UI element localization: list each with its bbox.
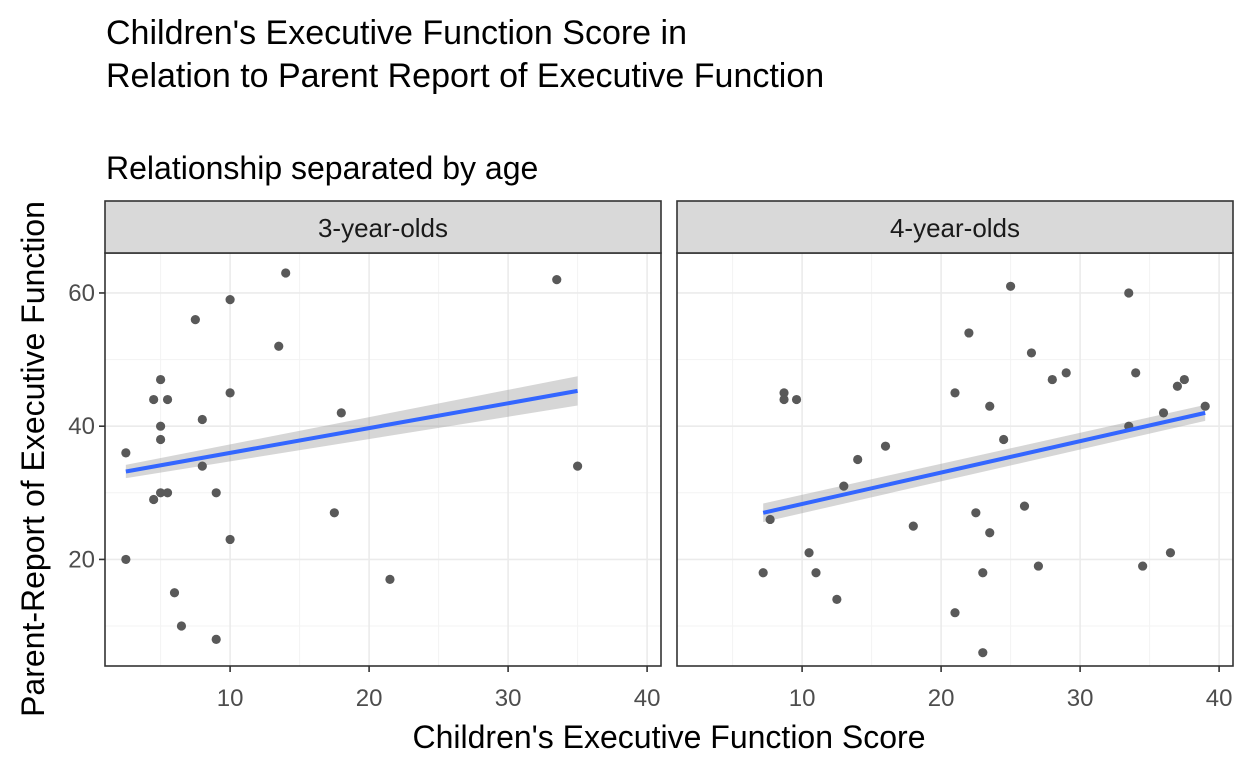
data-point xyxy=(225,534,235,545)
x-tick-label: 10 xyxy=(217,685,244,712)
data-point xyxy=(971,508,981,518)
data-point xyxy=(156,421,166,431)
data-point xyxy=(274,341,284,351)
data-point xyxy=(211,488,221,498)
data-point xyxy=(811,568,821,578)
data-point xyxy=(149,494,159,505)
regression-line xyxy=(125,388,578,474)
regression-line xyxy=(762,410,1206,515)
data-point xyxy=(169,588,180,598)
data-point xyxy=(1033,561,1043,571)
data-point xyxy=(1006,281,1016,291)
data-point xyxy=(964,328,974,338)
data-point xyxy=(999,434,1009,445)
data-point xyxy=(121,554,131,565)
data-point xyxy=(156,488,166,498)
data-point xyxy=(573,461,583,471)
chart-title-line-2: Relation to Parent Report of Executive F… xyxy=(106,57,824,95)
data-point xyxy=(985,528,995,538)
data-point xyxy=(779,394,789,405)
data-point xyxy=(156,374,166,385)
data-point xyxy=(832,594,842,604)
y-axis-title: Parent-Report of Executive Function xyxy=(15,201,51,717)
x-tick-label: 10 xyxy=(789,685,816,712)
data-point xyxy=(211,634,221,644)
data-point xyxy=(385,574,395,585)
data-point xyxy=(225,295,235,305)
data-point xyxy=(791,394,802,405)
facet-strip xyxy=(104,200,662,254)
data-point xyxy=(121,448,131,458)
data-point xyxy=(765,514,775,525)
data-point xyxy=(1138,561,1148,571)
data-point xyxy=(839,481,849,491)
data-point xyxy=(1158,408,1169,418)
data-point xyxy=(281,268,291,278)
data-point xyxy=(176,621,187,631)
facet-panels: 3-year-olds 10 20 30 40 20 40 60 4-year-olds 10 20… xyxy=(68,200,1234,712)
data-point xyxy=(1047,374,1057,385)
data-point xyxy=(978,648,988,658)
data-point xyxy=(190,315,200,325)
facet-panel-1: 3-year-olds 10 20 30 40 20 40 60 xyxy=(68,200,662,712)
facet-strip-label: 4-year-olds xyxy=(890,213,1020,243)
x-tick-label: 40 xyxy=(634,685,661,712)
chart-title-line-1: Children's Executive Function Score in xyxy=(106,14,687,52)
data-point xyxy=(1131,368,1141,378)
facet-panel-2: 4-year-olds 10 20 30 40 xyxy=(676,200,1234,712)
x-tick-label: 20 xyxy=(356,685,383,712)
data-point xyxy=(1200,401,1210,411)
facet-strip-label: 3-year-olds xyxy=(318,213,448,243)
data-point xyxy=(1124,288,1134,298)
y-tick-label: 40 xyxy=(68,413,95,440)
x-axis-title: Children's Executive Function Score xyxy=(412,719,925,755)
chart-subtitle: Relationship separated by age xyxy=(106,150,538,186)
data-point xyxy=(162,394,173,405)
data-point xyxy=(162,488,173,498)
data-point xyxy=(336,408,346,418)
data-point xyxy=(1061,368,1071,378)
data-point xyxy=(1019,501,1030,511)
data-point xyxy=(1165,548,1176,558)
data-point xyxy=(197,461,207,471)
data-point xyxy=(950,388,960,398)
data-point xyxy=(804,548,814,558)
data-point xyxy=(156,434,166,445)
data-point xyxy=(853,454,863,465)
y-tick-label: 60 xyxy=(68,280,95,307)
data-point xyxy=(149,394,159,405)
facet-strip xyxy=(676,200,1234,254)
y-tick-label: 20 xyxy=(68,546,95,573)
data-point xyxy=(225,388,235,398)
confidence-band xyxy=(125,376,578,479)
x-tick-label: 30 xyxy=(1067,685,1094,712)
data-point xyxy=(779,388,789,398)
data-point xyxy=(985,401,995,411)
data-point xyxy=(880,441,891,451)
x-tick-label: 30 xyxy=(495,685,522,712)
data-point xyxy=(908,521,918,531)
data-point xyxy=(758,568,768,578)
data-point xyxy=(1026,348,1037,358)
data-point xyxy=(552,275,562,285)
data-point xyxy=(197,414,207,425)
x-tick-label: 40 xyxy=(1206,685,1233,712)
data-point xyxy=(329,508,339,518)
data-point xyxy=(1172,381,1182,391)
data-point xyxy=(978,568,988,578)
x-tick-label: 20 xyxy=(928,685,955,712)
data-point xyxy=(1179,374,1189,385)
data-point xyxy=(950,608,960,618)
